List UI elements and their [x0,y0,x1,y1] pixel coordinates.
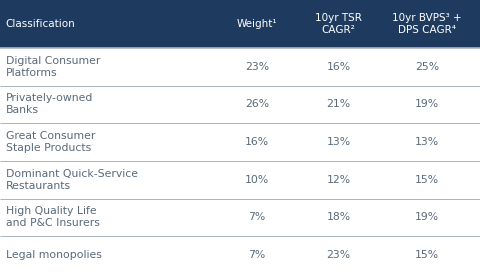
Bar [0,236,480,274]
Text: 10%: 10% [245,175,269,185]
Text: 10yr BVPS³ +
DPS CAGR⁴: 10yr BVPS³ + DPS CAGR⁴ [392,13,462,35]
Text: High Quality Life
and P&C Insurers: High Quality Life and P&C Insurers [6,207,100,229]
Bar [0,85,480,123]
Text: 16%: 16% [326,62,350,72]
Text: Weight¹: Weight¹ [237,19,277,29]
Bar [0,199,480,236]
Text: 26%: 26% [245,99,269,109]
Text: 7%: 7% [248,213,265,222]
Text: 19%: 19% [415,213,439,222]
Text: 23%: 23% [326,250,350,260]
Text: 16%: 16% [245,137,269,147]
Text: Privately-owned
Banks: Privately-owned Banks [6,93,93,115]
Text: 18%: 18% [326,213,350,222]
Text: 25%: 25% [415,62,439,72]
Text: 10yr TSR
CAGR²: 10yr TSR CAGR² [315,13,362,35]
Bar [0,48,480,85]
Text: Great Consumer
Staple Products: Great Consumer Staple Products [6,131,95,153]
Text: 23%: 23% [245,62,269,72]
Text: 13%: 13% [415,137,439,147]
Text: Classification: Classification [6,19,75,29]
Bar [0,0,480,48]
Text: Dominant Quick-Service
Restaurants: Dominant Quick-Service Restaurants [6,169,138,191]
Text: 12%: 12% [326,175,350,185]
Text: 7%: 7% [248,250,265,260]
Text: Legal monopolies: Legal monopolies [6,250,102,260]
Text: 15%: 15% [415,175,439,185]
Text: 19%: 19% [415,99,439,109]
Text: 15%: 15% [415,250,439,260]
Text: 13%: 13% [326,137,350,147]
Text: 21%: 21% [326,99,350,109]
Bar [0,123,480,161]
Text: Digital Consumer
Platforms: Digital Consumer Platforms [6,56,100,78]
Bar [0,161,480,199]
